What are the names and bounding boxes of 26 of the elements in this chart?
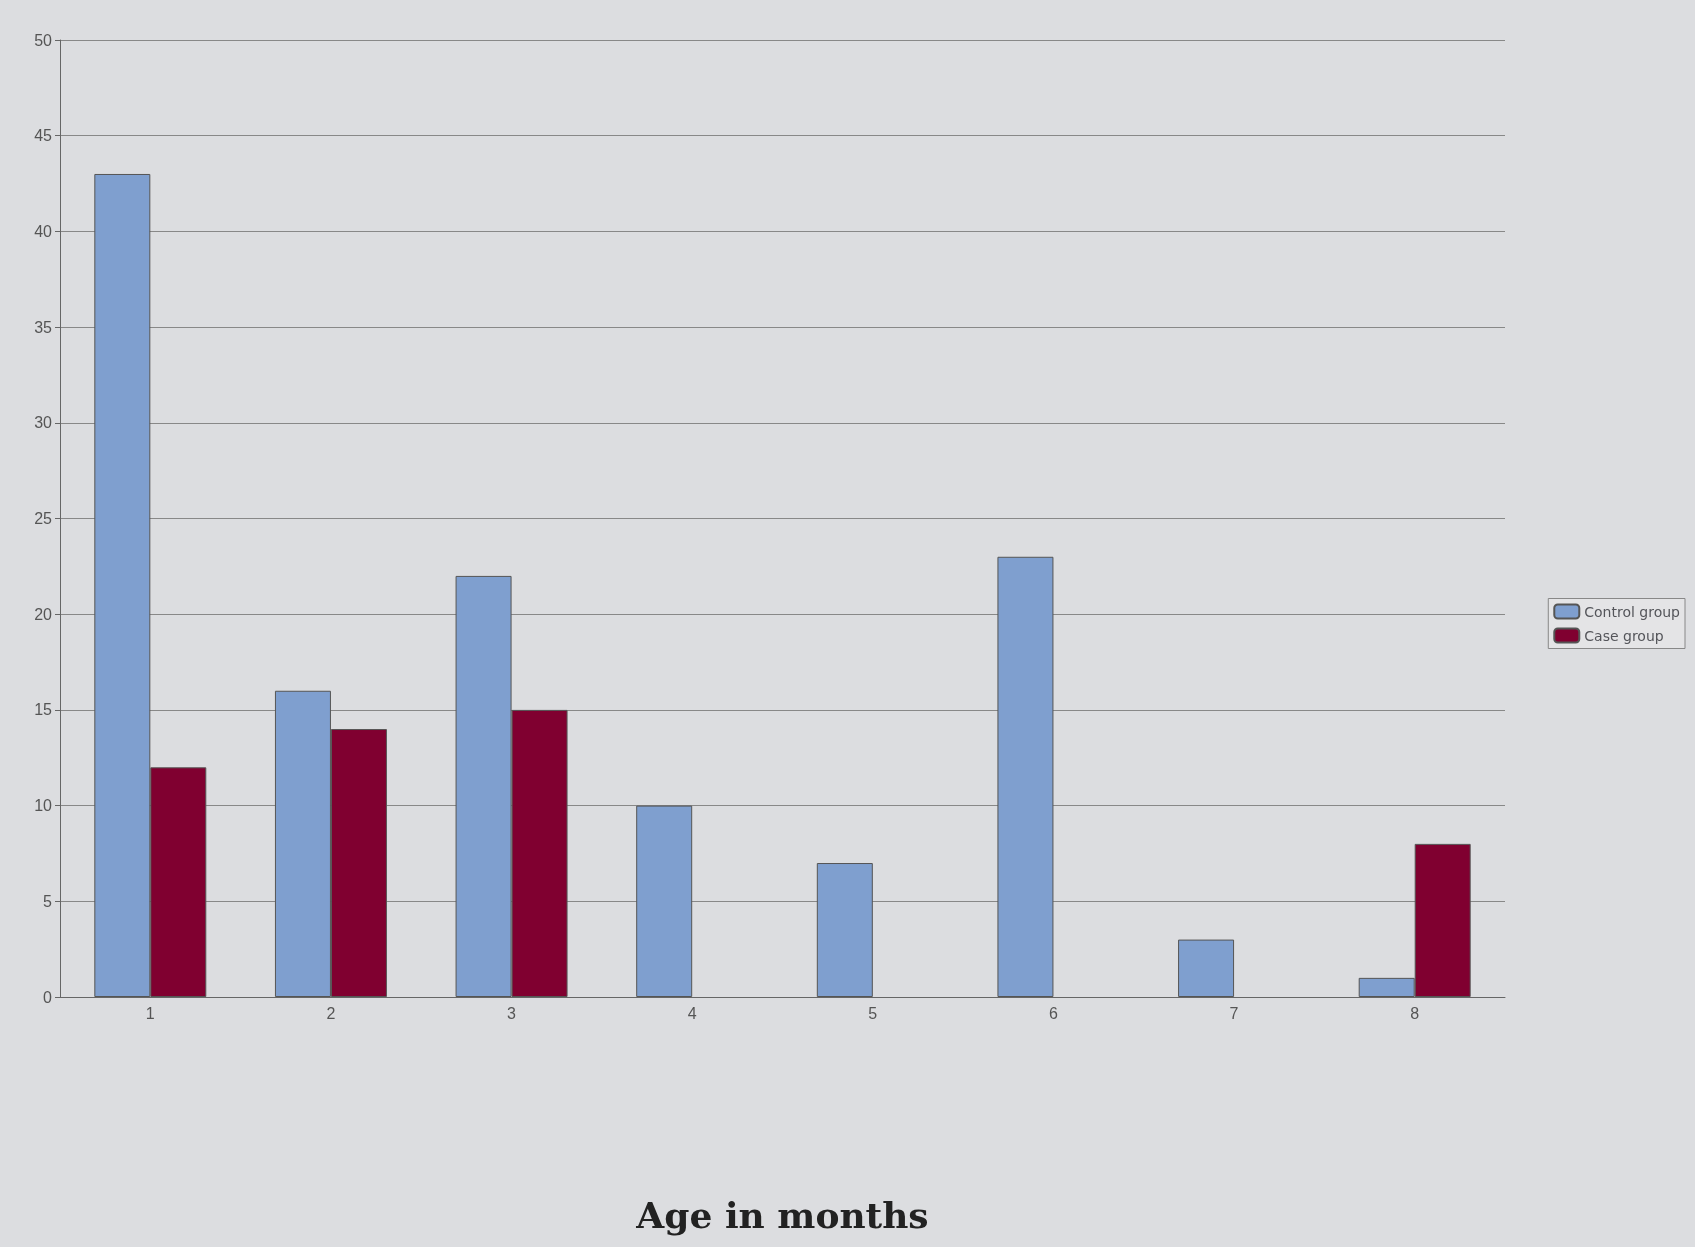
legend-label: Case group (1584, 627, 1664, 644)
bar (816, 863, 873, 997)
x-tick-label: 7 (1229, 1004, 1239, 1022)
x-tick-label: 5 (868, 1004, 878, 1022)
bar (636, 805, 693, 997)
y-tick-label: 0 (43, 988, 53, 1006)
y-tick-label: 45 (34, 127, 53, 145)
y-tick-label: 40 (34, 222, 53, 240)
y-tick-label: 30 (34, 414, 53, 432)
y-tick-label: 15 (34, 701, 53, 719)
x-tick-label: 4 (687, 1004, 697, 1022)
y-tick-label: 50 (34, 31, 53, 49)
bar (1178, 939, 1235, 997)
x-tick-label: 6 (1048, 1004, 1058, 1022)
x-tick-label: 8 (1410, 1004, 1420, 1022)
x-tick-label: 3 (507, 1004, 517, 1022)
x-tick-label: 2 (326, 1004, 336, 1022)
y-tick-label: 5 (43, 892, 53, 910)
y-tick-label: 10 (34, 797, 53, 815)
bar (997, 556, 1054, 997)
x-tick-label: 1 (145, 1004, 155, 1022)
y-tick-label: 25 (34, 510, 53, 527)
legend-label: Control group (1584, 603, 1681, 620)
x-axis-title: Age in months (635, 1194, 929, 1236)
y-tick-label: 35 (34, 318, 53, 336)
y-tick-label: 20 (34, 605, 53, 623)
